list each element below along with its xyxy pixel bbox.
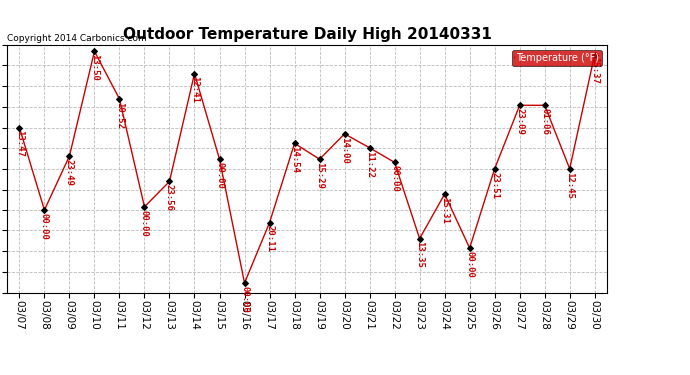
Point bbox=[539, 102, 550, 108]
Point bbox=[389, 159, 400, 165]
Text: 00:00: 00:00 bbox=[240, 286, 249, 313]
Text: 20:11: 20:11 bbox=[265, 225, 274, 252]
Text: 11:22: 11:22 bbox=[365, 151, 374, 177]
Text: 13:35: 13:35 bbox=[415, 242, 424, 268]
Point bbox=[464, 245, 475, 251]
Point bbox=[239, 280, 250, 286]
Text: 23:51: 23:51 bbox=[490, 171, 499, 198]
Point bbox=[264, 220, 275, 226]
Text: 23:09: 23:09 bbox=[515, 108, 524, 135]
Point bbox=[289, 140, 300, 146]
Text: 12:41: 12:41 bbox=[190, 76, 199, 103]
Text: 13:50: 13:50 bbox=[90, 54, 99, 81]
Point bbox=[214, 156, 225, 162]
Point bbox=[39, 207, 50, 213]
Text: 10:52: 10:52 bbox=[115, 102, 124, 129]
Text: 00:00: 00:00 bbox=[140, 210, 149, 237]
Point bbox=[189, 70, 200, 76]
Text: 01:06: 01:06 bbox=[540, 108, 549, 135]
Text: 15:37: 15:37 bbox=[590, 57, 599, 84]
Point bbox=[339, 131, 350, 137]
Point bbox=[439, 191, 450, 197]
Point bbox=[14, 124, 25, 130]
Text: 14:00: 14:00 bbox=[340, 136, 349, 164]
Point bbox=[314, 156, 325, 162]
Point bbox=[139, 204, 150, 210]
Text: 15:29: 15:29 bbox=[315, 162, 324, 189]
Point bbox=[114, 96, 125, 102]
Text: 23:56: 23:56 bbox=[165, 184, 174, 211]
Text: 00:00: 00:00 bbox=[465, 251, 474, 278]
Text: Copyright 2014 Carbonics.com: Copyright 2014 Carbonics.com bbox=[7, 34, 147, 43]
Point bbox=[564, 166, 575, 172]
Point bbox=[489, 166, 500, 172]
Title: Outdoor Temperature Daily High 20140331: Outdoor Temperature Daily High 20140331 bbox=[123, 27, 491, 42]
Text: 23:49: 23:49 bbox=[65, 159, 74, 186]
Text: 14:54: 14:54 bbox=[290, 146, 299, 173]
Point bbox=[514, 102, 525, 108]
Text: 00:00: 00:00 bbox=[40, 213, 49, 240]
Point bbox=[89, 48, 100, 54]
Text: 00:00: 00:00 bbox=[215, 162, 224, 189]
Legend: Temperature (°F): Temperature (°F) bbox=[511, 50, 602, 66]
Point bbox=[64, 153, 75, 159]
Point bbox=[414, 236, 425, 242]
Point bbox=[164, 178, 175, 184]
Text: 12:45: 12:45 bbox=[565, 171, 574, 198]
Point bbox=[589, 51, 600, 57]
Text: 00:00: 00:00 bbox=[390, 165, 399, 192]
Text: 13:47: 13:47 bbox=[15, 130, 24, 157]
Point bbox=[364, 145, 375, 151]
Text: 15:31: 15:31 bbox=[440, 197, 449, 224]
